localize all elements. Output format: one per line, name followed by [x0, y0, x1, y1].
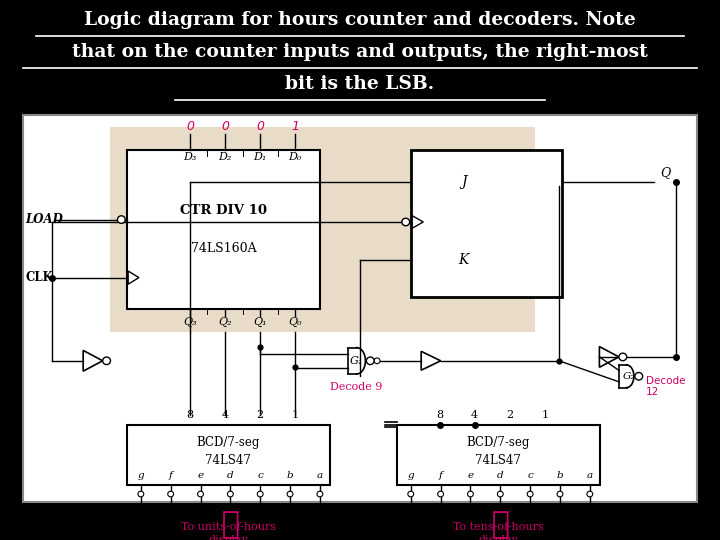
Text: To tens-of-hours: To tens-of-hours [453, 522, 544, 532]
Circle shape [587, 491, 593, 497]
Text: 2: 2 [256, 410, 264, 420]
Circle shape [619, 353, 626, 361]
Text: 4: 4 [471, 410, 478, 420]
Text: CTR DIV 10: CTR DIV 10 [180, 204, 267, 217]
FancyBboxPatch shape [22, 115, 698, 502]
Circle shape [117, 216, 125, 224]
Text: 1: 1 [541, 410, 549, 420]
Text: 8: 8 [186, 410, 194, 420]
FancyBboxPatch shape [110, 127, 536, 332]
Text: g: g [408, 470, 414, 480]
Text: e: e [467, 470, 474, 480]
Text: 2: 2 [506, 410, 513, 420]
Text: J: J [461, 176, 467, 190]
Circle shape [467, 491, 473, 497]
Text: c: c [527, 470, 533, 480]
Text: 74LS47: 74LS47 [475, 454, 521, 467]
Text: e: e [197, 470, 204, 480]
Text: 4: 4 [222, 410, 228, 420]
Text: G₁: G₁ [350, 356, 364, 366]
Text: Logic diagram for hours counter and decoders. Note: Logic diagram for hours counter and deco… [84, 11, 636, 29]
Text: Q₃: Q₃ [183, 317, 197, 327]
Text: 8: 8 [436, 410, 444, 420]
Text: Q: Q [660, 166, 670, 179]
Text: 74LS47: 74LS47 [205, 454, 251, 467]
FancyBboxPatch shape [410, 150, 562, 297]
FancyBboxPatch shape [397, 424, 600, 484]
FancyBboxPatch shape [127, 150, 320, 308]
Text: CLK: CLK [25, 271, 53, 284]
Text: Q₀: Q₀ [289, 317, 302, 327]
Circle shape [557, 491, 563, 497]
Text: bit is the LSB.: bit is the LSB. [285, 76, 435, 93]
Text: display: display [478, 535, 518, 540]
Circle shape [103, 357, 110, 364]
Text: display: display [209, 535, 248, 540]
Text: ⌢: ⌢ [489, 509, 508, 538]
Circle shape [287, 491, 293, 497]
Text: 1: 1 [292, 410, 299, 420]
Circle shape [635, 373, 643, 380]
Circle shape [168, 491, 174, 497]
Text: b: b [287, 470, 293, 480]
Text: Q₂: Q₂ [218, 317, 232, 327]
Circle shape [317, 491, 323, 497]
Text: f: f [168, 470, 173, 480]
Text: d: d [227, 470, 234, 480]
Text: D₁: D₁ [253, 152, 267, 162]
Text: G₂: G₂ [622, 372, 635, 381]
Circle shape [197, 491, 204, 497]
Text: Decode: Decode [646, 376, 685, 386]
Text: d: d [497, 470, 503, 480]
Circle shape [438, 491, 444, 497]
Text: To units-of-hours: To units-of-hours [181, 522, 276, 532]
Text: BCD/7-seg: BCD/7-seg [197, 436, 260, 449]
Text: D₂: D₂ [218, 152, 232, 162]
Text: f: f [438, 470, 443, 480]
Text: g: g [138, 470, 144, 480]
Text: c: c [257, 470, 263, 480]
Circle shape [498, 491, 503, 497]
Circle shape [374, 358, 380, 363]
FancyBboxPatch shape [127, 424, 330, 484]
Text: b: b [557, 470, 563, 480]
Circle shape [408, 491, 414, 497]
Text: that on the counter inputs and outputs, the right-most: that on the counter inputs and outputs, … [72, 43, 648, 62]
Circle shape [402, 218, 410, 226]
Circle shape [527, 491, 533, 497]
Text: 1: 1 [291, 120, 300, 133]
Text: 74LS160A: 74LS160A [191, 242, 256, 255]
Text: 0: 0 [186, 120, 194, 133]
Circle shape [366, 357, 374, 364]
Text: LOAD: LOAD [25, 213, 63, 226]
Text: D₃: D₃ [184, 152, 197, 162]
Circle shape [257, 491, 263, 497]
Text: Decode 9: Decode 9 [330, 382, 383, 393]
Text: a: a [587, 470, 593, 480]
Text: ⌢: ⌢ [220, 509, 238, 538]
Text: a: a [317, 470, 323, 480]
Text: K: K [459, 253, 469, 267]
Text: 12: 12 [646, 387, 659, 397]
Text: Q₁: Q₁ [253, 317, 267, 327]
Text: 0: 0 [256, 120, 264, 133]
Text: BCD/7-seg: BCD/7-seg [467, 436, 530, 449]
Text: D₀: D₀ [289, 152, 302, 162]
Circle shape [228, 491, 233, 497]
Text: 0: 0 [221, 120, 229, 133]
Circle shape [138, 491, 144, 497]
